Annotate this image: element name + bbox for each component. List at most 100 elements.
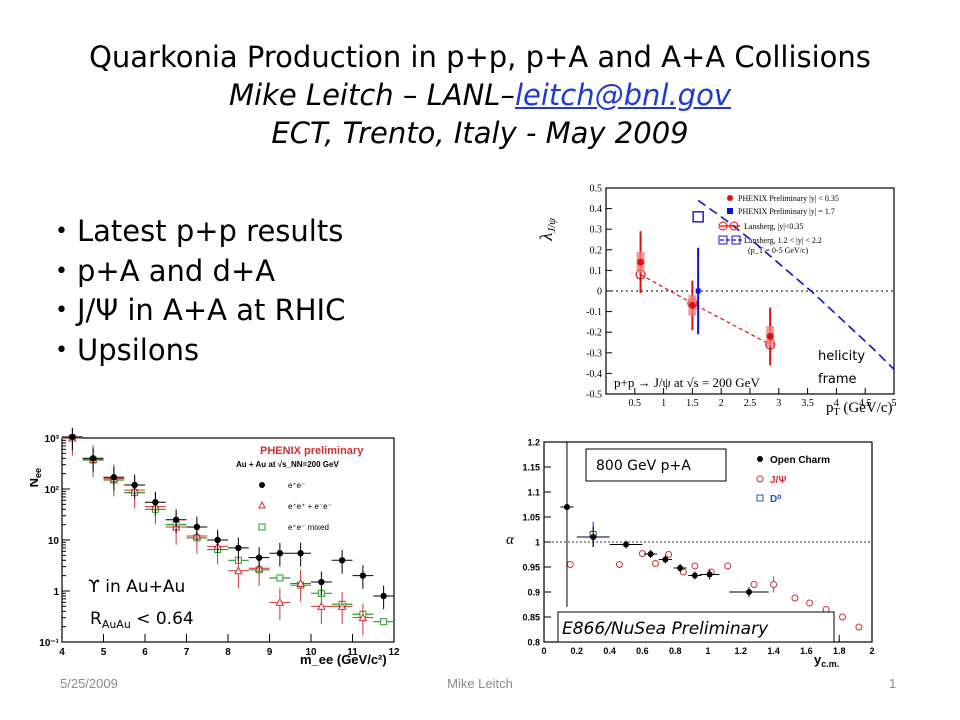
slide-title: Quarkonia Production in p+p, p+A and A+A… (89, 40, 871, 74)
data-point-unlike-sign (276, 550, 284, 557)
y-tick-label: 10³ (45, 434, 60, 445)
x-tick-label: 3.5 (801, 398, 814, 409)
data-point-open-charm (746, 589, 752, 595)
author-name: Mike Leitch – LANL– (229, 78, 515, 112)
y-tick-label: 0.1 (590, 266, 603, 277)
x-tick-label: 0.8 (669, 646, 682, 656)
data-point-unlike-sign (297, 550, 304, 557)
x-axis-label: pT (GeV/c) (826, 400, 893, 416)
series-line-lansberg-forward (697, 199, 895, 370)
legend-label: e⁺e⁺ + e⁻e⁻ (288, 502, 332, 511)
y-tick-label: 0.9 (527, 588, 540, 598)
data-point-phenix-forward (695, 288, 701, 294)
chart-title: PHENIX preliminary (260, 445, 364, 457)
legend-label: e⁺e⁻ (288, 481, 305, 490)
y-tick-label: 0.5 (590, 184, 603, 195)
data-point-unlike-sign (152, 499, 159, 506)
data-point-unlike-sign (359, 572, 367, 579)
data-point-unlike-sign (131, 481, 138, 489)
data-point-unlike-sign (69, 433, 76, 441)
y-tick-label: 0.2 (590, 245, 603, 256)
data-point-like-sign (234, 566, 243, 575)
slide-venue: ECT, Trento, Italy - May 2009 (271, 116, 689, 150)
data-point-unlike-sign (110, 474, 118, 481)
data-point-open-charm (623, 541, 629, 548)
legend-label: Open Charm (770, 455, 830, 466)
chart-alpha-ycm: 0.8 0.85 0.9 0.95 1 1.05 1.1 1.15 1.2 0 0.2 0.4 0.6 0… (498, 432, 876, 672)
chart-annotation: 800 GeV p+A (596, 458, 691, 474)
data-point-open-charm (647, 551, 654, 557)
helicity-label: helicity (818, 349, 865, 364)
data-point-open-charm (691, 572, 698, 579)
legend-label: (p_T = 0-5 GeV/c) (748, 246, 808, 255)
y-tick-label: 1.15 (522, 463, 540, 473)
x-tick-label: 0.6 (636, 646, 649, 656)
data-point-unlike-sign (235, 544, 242, 552)
data-point-jpsi (615, 561, 623, 568)
x-tick-label: 4.5 (859, 398, 872, 409)
y-tick-label: -0.2 (586, 328, 602, 339)
author-email-link[interactable]: leitch@bnl.gov (514, 78, 731, 112)
chart-annotation: ϒ in Au+Au (88, 577, 185, 597)
x-tick-label: 1.4 (767, 646, 780, 656)
chart-legend: Open Charm J/Ψ D⁰ (756, 455, 830, 505)
data-point-jpsi (855, 623, 863, 631)
x-tick-label: 0.4 (603, 646, 616, 656)
y-tick-label: -0.1 (586, 307, 602, 318)
data-point-phenix-mid (766, 332, 774, 340)
data-point-jpsi (838, 613, 846, 621)
y-tick-label: -0.3 (586, 348, 602, 359)
y-tick-label: 1.2 (527, 438, 540, 448)
data-point-open-charm (677, 565, 684, 571)
x-tick-label: 2 (869, 646, 874, 656)
x-tick-label: 3 (776, 398, 781, 409)
x-tick-label: 11 (347, 647, 358, 658)
data-point-phenix-mid (637, 258, 645, 266)
annotation-box (585, 448, 727, 482)
bullet-item: J/Ψ in A+A at RHIC (55, 291, 345, 331)
data-point-phenix-mid (688, 301, 696, 309)
x-tick-label: 8 (225, 647, 231, 658)
data-point-like-sign (296, 578, 305, 588)
x-tick-label: 9 (267, 647, 273, 658)
x-tick-label: 5 (101, 647, 107, 658)
x-tick-label: 1 (661, 398, 666, 409)
y-tick-label: -0.4 (586, 369, 602, 380)
data-point-unlike-sign (380, 592, 387, 600)
bullet-list: Latest p+p results p+A and d+A J/Ψ in A+… (55, 212, 345, 370)
data-point-like-sign (275, 597, 285, 606)
data-point-jpsi (806, 599, 814, 607)
data-point-unlike-sign (338, 557, 346, 564)
data-point-unlike-sign (318, 578, 325, 586)
x-tick-label: 2 (719, 398, 724, 409)
y-tick-label: 1 (535, 538, 540, 548)
legend-label: D⁰ (770, 494, 781, 505)
x-axis-label: m_ee (GeV/c²) (300, 652, 387, 667)
x-tick-label: 7 (184, 647, 190, 658)
data-point-mixed (276, 574, 284, 582)
x-tick-label: 4 (834, 398, 839, 409)
chart-annotation: p+p → J/ψ at √s = 200 GeV (614, 375, 760, 390)
legend-label: J/Ψ (770, 475, 786, 486)
x-tick-label: 0 (541, 646, 546, 656)
x-tick-label: 1 (705, 646, 710, 656)
y-tick-label: 0.3 (590, 225, 603, 236)
chart-upsilon-auau: 10⁻¹ 1 10 10² 10³ 4 5 6 7 8 9 10 11 12 Nee m_ee (GeV/… (30, 428, 400, 668)
legend-label: PHENIX Preliminary |y| < 0.35 (738, 194, 839, 203)
data-point-unlike-sign (193, 523, 201, 531)
annotation-box (557, 611, 835, 643)
slide-author-line: Mike Leitch – LANL–leitch@bnl.gov (0, 76, 960, 114)
x-tick-label: 6 (142, 647, 148, 658)
frame-label: frame (818, 372, 857, 387)
chart-subtitle: Au + Au at √s_NN=200 GeV (236, 460, 339, 469)
data-point-open-charm (662, 556, 669, 563)
data-point-unlike-sign (255, 554, 263, 561)
data-point-jpsi (665, 551, 673, 558)
y-tick-label: 1 (53, 587, 59, 598)
data-point-unlike-sign (89, 455, 97, 462)
y-axis-label: α (506, 532, 515, 548)
data-point-like-sign (317, 601, 326, 610)
x-tick-label: 0.2 (571, 646, 584, 656)
data-point-like-sign (337, 601, 347, 610)
y-tick-label: -0.5 (586, 390, 602, 401)
